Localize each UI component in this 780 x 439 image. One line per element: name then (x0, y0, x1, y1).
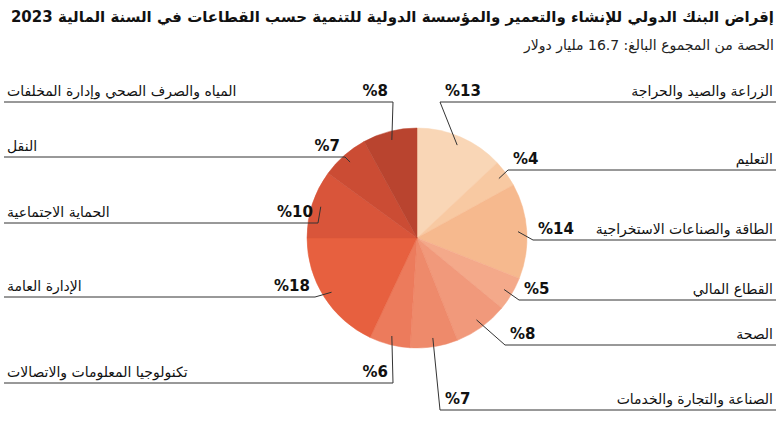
data-label: %13 (445, 82, 481, 100)
data-label: %6 (363, 363, 388, 381)
slice (364, 128, 417, 238)
title: إقراض البنك الدولي للإنشاء والتعمير والم… (11, 8, 774, 26)
slice (307, 238, 417, 338)
leader-line (433, 338, 776, 410)
data-label: %4 (513, 150, 538, 168)
subtitle: الحصة من المجموع البالغ: 16.7 مليار دولا… (523, 37, 774, 54)
pie (307, 128, 527, 348)
slice (410, 238, 457, 348)
data-label: %7 (445, 390, 470, 408)
category-label: الصحة (736, 326, 773, 342)
data-label: %8 (510, 325, 535, 343)
category-label: تكنولوجيا المعلومات والاتصالات (7, 364, 188, 381)
category-label: المياه والصرف الصحي وإدارة المخلفات (7, 83, 237, 100)
category-label: الإدارة العامة (7, 278, 82, 295)
category-label: القطاع المالي (693, 281, 773, 298)
data-label: %18 (274, 277, 310, 295)
leader-line (4, 336, 393, 383)
labels: %13 الزراعة والصيد والحراجة %4 التعليم %14 ال… (4, 82, 776, 410)
leader-line (4, 157, 350, 162)
leader-line (4, 102, 393, 140)
category-label: النقل (7, 138, 37, 154)
leader-line (476, 320, 776, 345)
category-label: الصناعة والتجارة والخدمات (617, 391, 773, 408)
data-label: %7 (315, 137, 340, 155)
category-label: الطاقة والصناعات الاستخراجية (596, 221, 773, 238)
chart: إقراض البنك الدولي للإنشاء والتعمير والم… (0, 0, 780, 439)
data-label: %5 (524, 280, 549, 298)
data-label: %10 (277, 203, 313, 221)
leader-line (440, 102, 776, 145)
category-label: الزراعة والصيد والحراجة (631, 83, 773, 100)
category-label: التعليم (736, 151, 773, 168)
data-label: %8 (363, 82, 388, 100)
data-label: %14 (538, 220, 574, 238)
leader-line (499, 170, 776, 179)
category-label: الحماية الاجتماعية (7, 204, 110, 220)
